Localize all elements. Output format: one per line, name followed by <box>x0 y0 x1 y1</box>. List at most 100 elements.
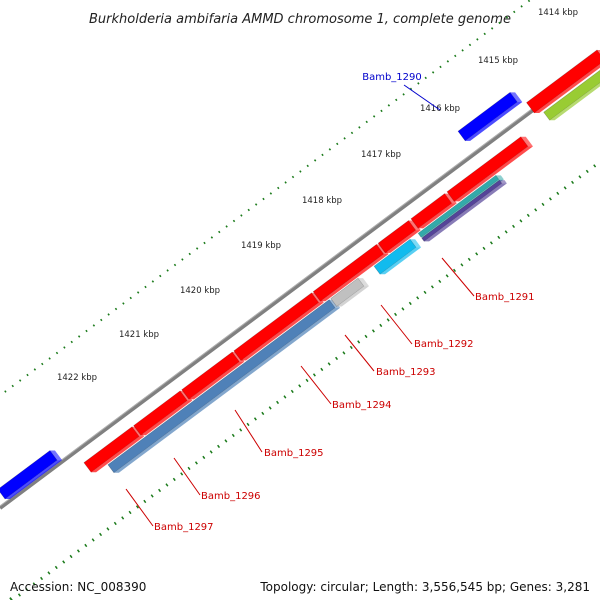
outer-tick <box>240 214 243 217</box>
inner-tick <box>416 296 420 300</box>
outer-tick <box>181 258 184 261</box>
inner-tick <box>25 587 29 592</box>
tick-label: 1415 kbp <box>478 56 518 66</box>
outer-tick <box>365 120 368 124</box>
inner-tick <box>231 433 235 438</box>
outer-tick <box>173 263 177 267</box>
inner-tick <box>519 219 523 223</box>
outer-tick <box>232 219 236 223</box>
inner-tick <box>504 230 508 234</box>
inner-tick <box>453 268 457 273</box>
feature-bamb-1295 <box>181 351 245 400</box>
inner-tick <box>423 290 427 295</box>
outer-tick <box>417 82 420 85</box>
inner-tick <box>364 334 368 339</box>
outer-tick <box>254 203 258 206</box>
cog-track-cyan <box>373 238 422 275</box>
outer-tick <box>195 247 199 250</box>
inner-tick <box>357 340 361 344</box>
inner-tick <box>482 246 486 251</box>
inner-tick <box>305 378 309 383</box>
outer-tick <box>343 137 346 140</box>
inner-tick <box>246 422 250 427</box>
outer-tick <box>313 159 317 162</box>
cog-track-purple <box>421 179 507 242</box>
inner-tick <box>276 400 280 405</box>
outer-tick <box>527 0 531 3</box>
outer-tick <box>387 104 391 107</box>
outer-tick <box>77 335 81 338</box>
gene-leader-line <box>300 365 332 405</box>
feature-bamb-1290 <box>457 91 523 142</box>
outer-tick <box>33 368 37 371</box>
outer-tick <box>409 87 413 91</box>
outer-tick <box>26 373 29 377</box>
outer-tick <box>350 131 354 135</box>
outer-tick-row <box>4 0 531 393</box>
inner-tick <box>194 461 198 465</box>
inner-tick <box>541 202 545 207</box>
inner-tick <box>386 318 390 322</box>
outer-tick <box>159 274 162 278</box>
inner-tick <box>268 406 272 410</box>
tick-label: 1414 kbp <box>538 8 578 18</box>
outer-tick <box>129 296 132 300</box>
cog-track-steel <box>107 299 341 474</box>
outer-tick <box>328 148 332 151</box>
outer-tick <box>4 390 7 393</box>
inner-tick <box>69 554 73 559</box>
outer-tick <box>55 351 59 355</box>
inner-tick <box>489 241 493 245</box>
tick-labels: 1414 kbp 1415 kbp 1416 kbp 1417 kbp 1418 kbp… <box>57 8 578 383</box>
inner-tick <box>298 384 302 388</box>
feature-tracks <box>0 49 600 500</box>
outer-tick <box>203 241 206 245</box>
gene-label: Bamb_1293 <box>376 367 436 378</box>
tick-label: 1420 kbp <box>180 286 220 296</box>
inner-tick <box>394 312 398 317</box>
outer-tick <box>151 280 155 283</box>
inner-tick <box>571 180 575 185</box>
inner-tick <box>172 477 176 482</box>
inner-tick <box>17 593 21 597</box>
inner-tick <box>239 428 243 432</box>
gene-labels: Bamb_1290 Bamb_1291 Bamb_1292 Bamb_1293 Bamb… <box>154 72 535 533</box>
outer-tick <box>210 236 214 239</box>
inner-tick <box>135 505 139 509</box>
tick-label: 1418 kbp <box>302 196 342 206</box>
outer-tick <box>505 16 509 19</box>
tick-label: 1419 kbp <box>241 241 281 251</box>
outer-tick <box>424 76 427 80</box>
outer-tick <box>92 324 96 327</box>
inner-tick <box>165 483 169 487</box>
outer-tick <box>269 192 273 195</box>
outer-tick <box>136 291 140 294</box>
inner-tick <box>320 367 324 372</box>
feature-cog <box>543 69 600 121</box>
gene-label: Bamb_1295 <box>264 448 324 459</box>
inner-tick <box>467 257 471 262</box>
outer-tick <box>321 153 324 157</box>
outer-tick <box>513 10 516 14</box>
feature-bamb-1293 <box>312 243 389 302</box>
inner-tick <box>158 488 162 493</box>
gene-label: Bamb_1297 <box>154 522 214 533</box>
inner-tick <box>150 494 154 498</box>
outer-tick <box>262 197 265 201</box>
tick-label: 1417 kbp <box>361 150 401 160</box>
inner-tick <box>47 571 51 575</box>
outer-tick <box>299 170 302 173</box>
outer-tick <box>468 43 472 47</box>
gene-label: Bamb_1296 <box>201 491 261 502</box>
inner-tick <box>312 373 316 377</box>
inner-tick <box>76 549 80 553</box>
outer-tick <box>122 302 125 305</box>
feature-bamb-1292 <box>377 220 421 254</box>
outer-tick <box>483 32 486 36</box>
backbone-line <box>0 58 600 510</box>
outer-tick <box>218 230 221 234</box>
gene-leader-line <box>403 84 441 111</box>
gene-leader-line <box>173 457 201 496</box>
outer-tick <box>336 142 339 146</box>
